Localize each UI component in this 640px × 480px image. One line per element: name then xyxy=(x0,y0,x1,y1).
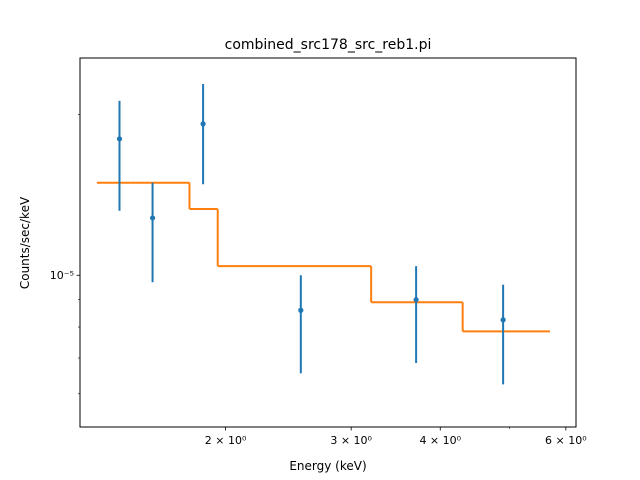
data-point xyxy=(298,307,304,313)
plot-area xyxy=(80,58,576,427)
data-point xyxy=(413,297,419,303)
x-tick-label: 6 × 10⁰ xyxy=(545,434,587,447)
x-axis-ticks: 2 × 10⁰ 3 × 10⁰ 4 × 10⁰ 6 × 10⁰ xyxy=(205,427,587,447)
data-point xyxy=(149,215,156,221)
model-step-series xyxy=(96,181,550,333)
plot-frame xyxy=(79,57,577,428)
data-point xyxy=(500,317,506,323)
x-tick-label: 4 × 10⁰ xyxy=(419,434,461,447)
chart-title: combined_src178_src_reb1.pi xyxy=(225,37,432,53)
y-axis-ticks: 10⁻⁵ xyxy=(50,114,80,395)
y-tick-label: 10⁻⁵ xyxy=(50,269,74,282)
data-point xyxy=(200,121,206,127)
x-axis-label: Energy (keV) xyxy=(289,459,366,473)
x-tick-label: 3 × 10⁰ xyxy=(330,434,372,447)
x-tick-label: 2 × 10⁰ xyxy=(205,434,247,447)
y-axis-label: Counts/sec/keV xyxy=(18,196,32,289)
data-point xyxy=(116,136,123,142)
data-point-series xyxy=(116,83,506,385)
